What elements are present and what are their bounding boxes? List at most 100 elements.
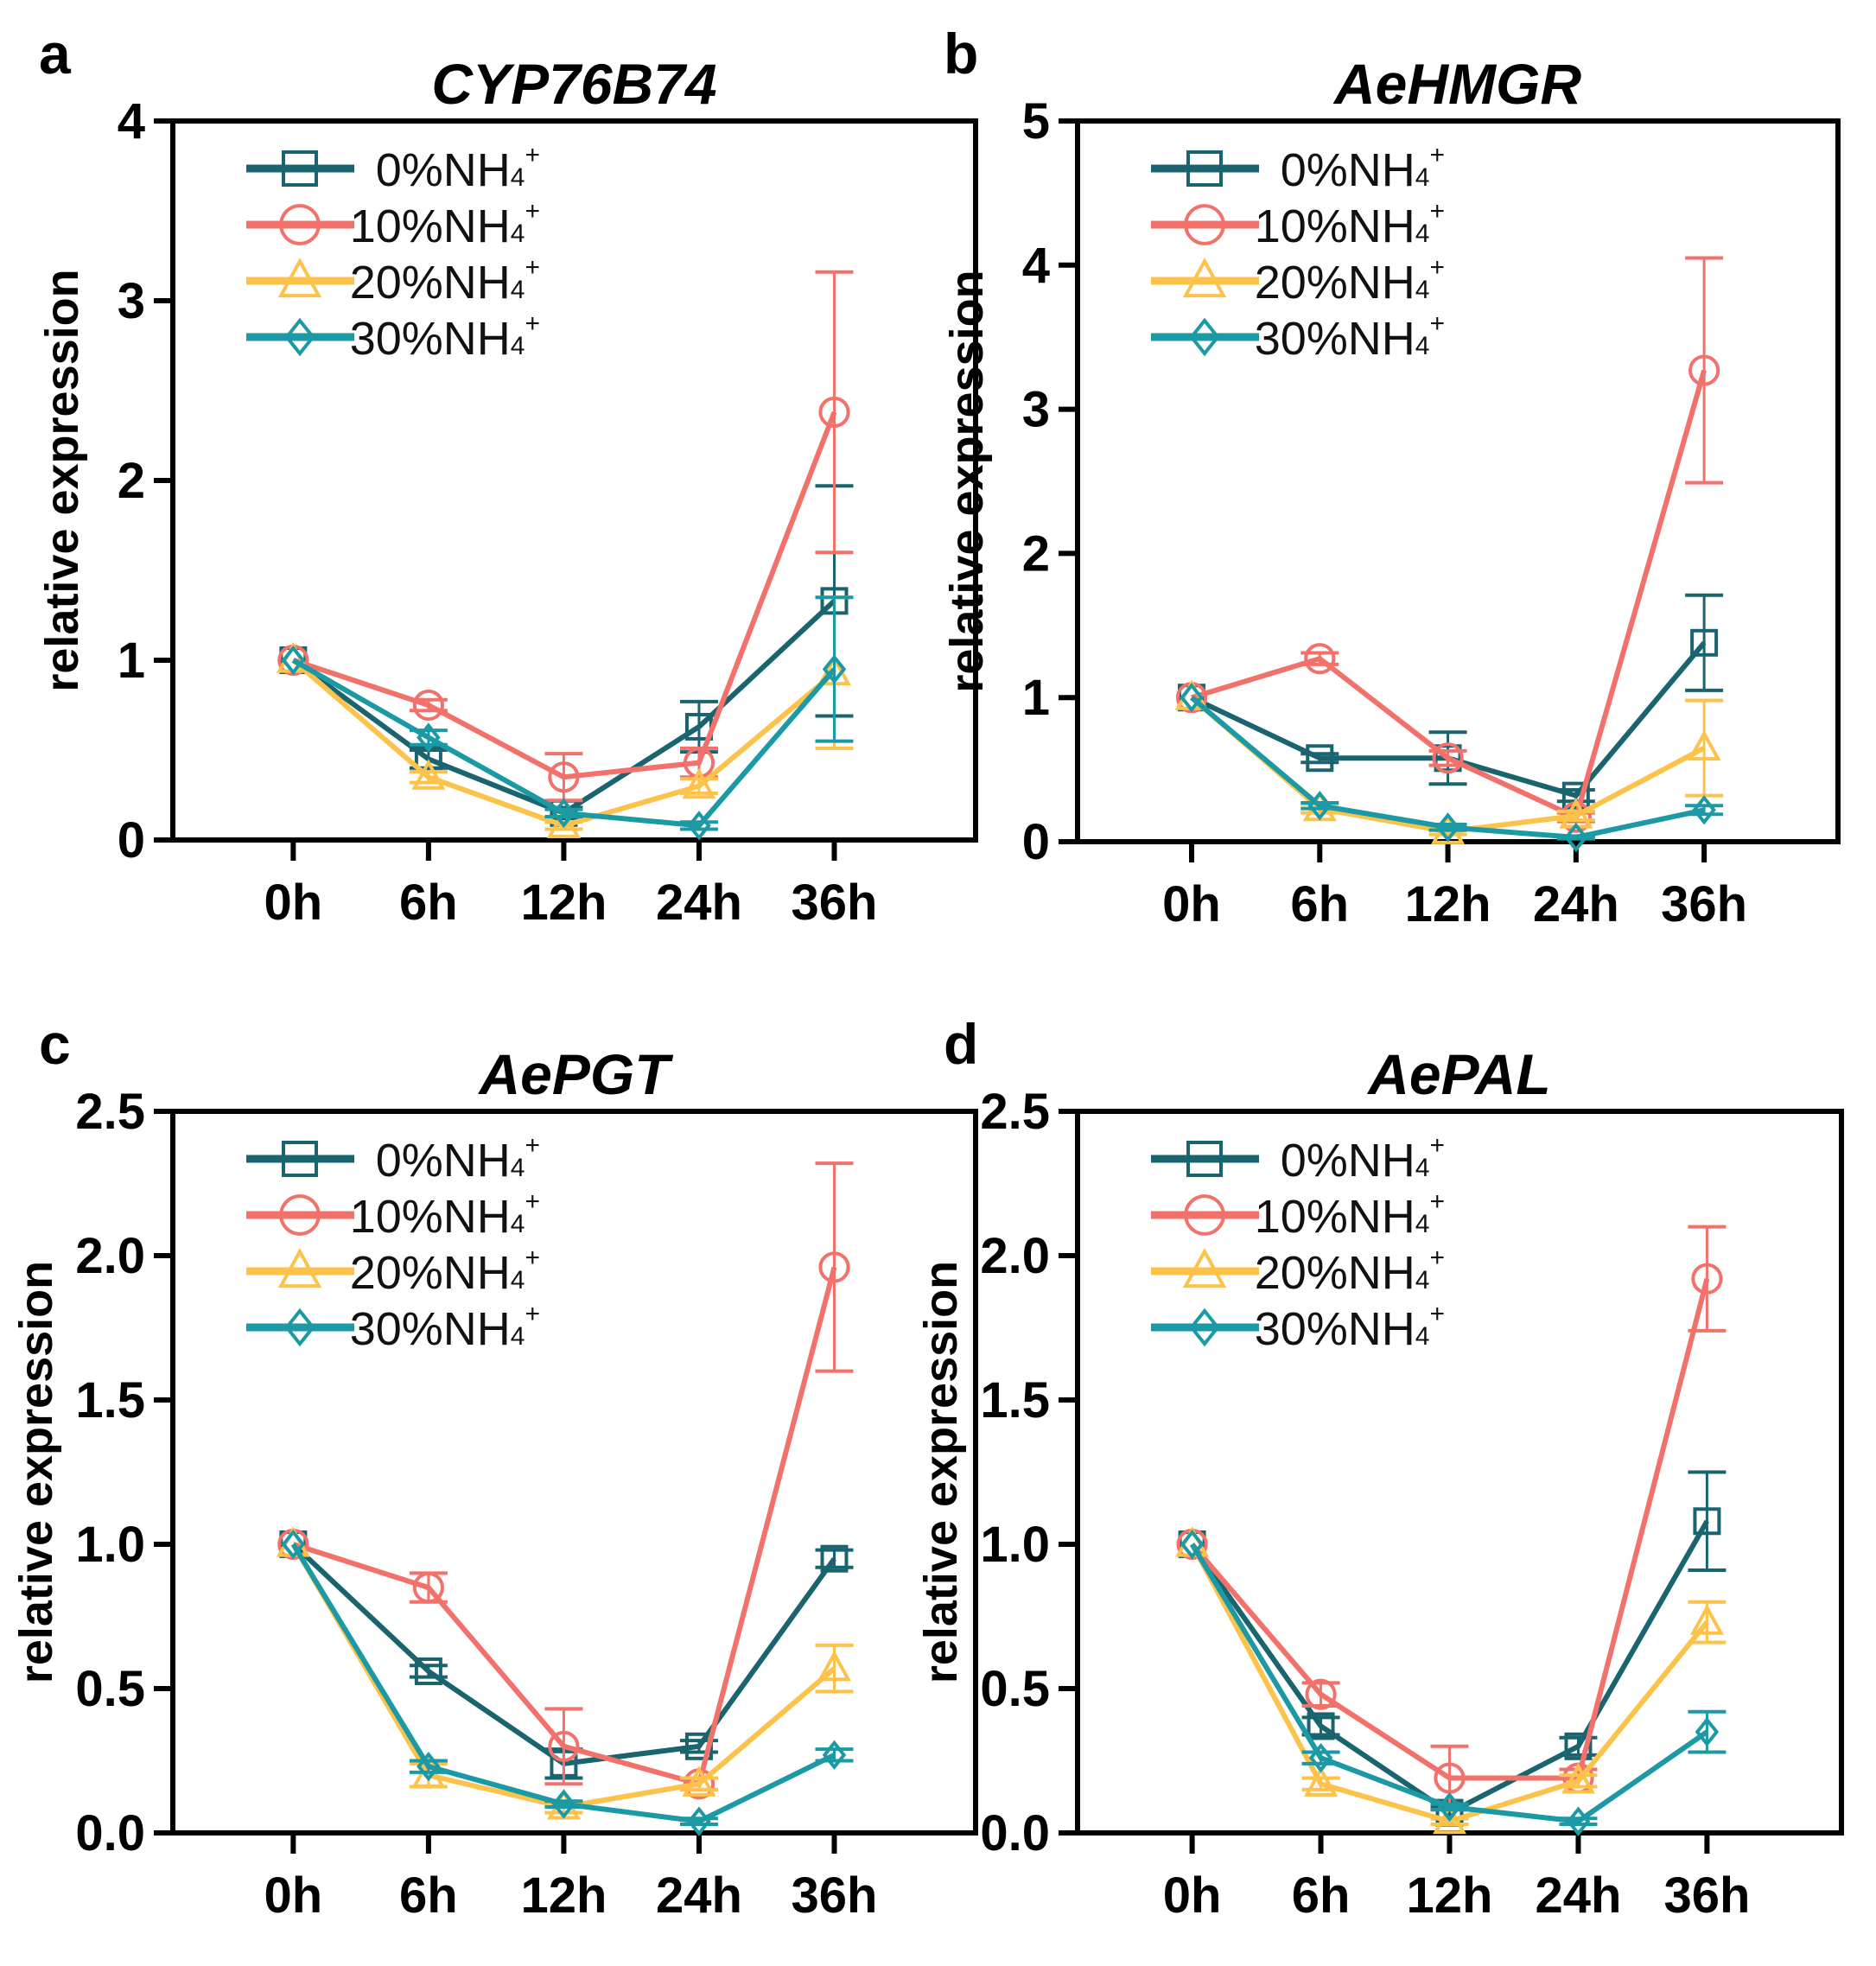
legend-marker-triangle	[1182, 1248, 1227, 1288]
x-tick-label: 0h	[1163, 1867, 1222, 1924]
panel-c: c AePGT 0.0 0.5 1.0 1.5 2.0 2.5 0h 6h 12h 24h 36h rel…	[10, 1012, 978, 1924]
data-point-diamond	[1692, 795, 1716, 825]
y-tick-label: 0.5	[75, 1661, 145, 1717]
legend-label: 20%NH4+	[350, 1244, 540, 1299]
series-30NH4	[1180, 682, 1724, 853]
legend-marker-circle	[1184, 204, 1225, 245]
legend: 0%NH4+10%NH4+20%NH4+30%NH4+	[246, 141, 540, 365]
legend-label: 10%NH4+	[350, 197, 540, 252]
data-point-diamond	[1566, 1806, 1591, 1836]
y-tick-label: 1.0	[980, 1517, 1050, 1573]
y-tick-label: 1.5	[980, 1372, 1050, 1428]
data-point-square	[1690, 628, 1719, 657]
legend-marker-diamond	[284, 1307, 315, 1347]
data-point-diamond	[1180, 1529, 1205, 1560]
y-tick-label: 2	[1022, 525, 1050, 582]
y-tick-label: 1.5	[75, 1372, 145, 1428]
panel-a: a CYP76B74 0 1 2 3 4 0h 6h 12h 24h 36h relative expr…	[36, 22, 978, 931]
y-tick-label: 4	[1022, 238, 1050, 294]
legend-label: 10%NH4+	[350, 1187, 540, 1243]
data-point-diamond	[822, 654, 847, 684]
x-tick-label: 36h	[1663, 1867, 1750, 1924]
x-tick-label: 12h	[1405, 876, 1491, 932]
x-tick-label: 0h	[264, 1867, 323, 1924]
data-point-triangle	[1304, 1766, 1339, 1797]
x-tick-label: 0h	[264, 875, 323, 931]
y-tick-label: 5	[1022, 93, 1050, 150]
y-axis-label: relative expression	[915, 1261, 967, 1683]
data-point-square	[1307, 1712, 1335, 1740]
legend-label: 30%NH4+	[1255, 309, 1445, 365]
legend-marker-circle	[279, 1194, 321, 1236]
y-tick-label: 0.0	[75, 1805, 145, 1861]
plot-frame	[1075, 1109, 1844, 1836]
plot-frame	[170, 1109, 978, 1836]
panel-letter: b	[944, 22, 978, 86]
legend-marker-triangle	[1182, 258, 1227, 298]
series-30NH4	[281, 1529, 854, 1836]
data-point-circle	[548, 761, 580, 793]
legend-marker-triangle	[277, 258, 322, 298]
panel-letter: a	[39, 22, 72, 86]
y-tick-label: 3	[118, 273, 145, 329]
y-tick-label: 0.0	[980, 1805, 1050, 1861]
data-point-triangle	[546, 807, 581, 838]
x-tick-label: 6h	[399, 1867, 458, 1924]
data-point-diamond	[1180, 682, 1204, 713]
legend-label: 30%NH4+	[1255, 1300, 1445, 1355]
data-point-circle	[683, 747, 715, 779]
y-tick-label: 2.5	[75, 1084, 145, 1140]
data-point-circle	[1691, 1263, 1723, 1295]
x-tick-label: 36h	[1661, 876, 1747, 932]
panel-b: b AeHMGR 0 1 2 3 4 5 0h 6h 12h 24h 36h relative expre…	[941, 22, 1841, 932]
legend-label: 30%NH4+	[350, 1300, 540, 1355]
y-tick-label: 1.0	[75, 1517, 145, 1573]
y-axis-label: relative expression	[36, 269, 88, 691]
plot-frame	[170, 118, 978, 843]
x-tick-label: 24h	[1533, 876, 1619, 932]
legend-label: 10%NH4+	[1255, 1187, 1445, 1243]
data-point-triangle	[1689, 1604, 1724, 1635]
x-tick-label: 0h	[1162, 876, 1221, 932]
panel-d: d AePAL 0.0 0.5 1.0 1.5 2.0 2.5 0h 6h 12h 24h 36h rel…	[915, 1012, 1844, 1924]
series-0NH4	[1178, 593, 1724, 810]
data-point-circle	[1688, 354, 1720, 386]
legend-label: 0%NH4+	[1281, 1131, 1445, 1187]
series-30NH4	[281, 595, 854, 841]
series-20NH4	[1175, 1526, 1727, 1835]
legend-label: 0%NH4+	[1281, 141, 1445, 196]
legend: 0%NH4+10%NH4+20%NH4+30%NH4+	[1151, 141, 1445, 365]
x-tick-label: 36h	[792, 1867, 878, 1924]
legend-marker-diamond	[1189, 1307, 1220, 1347]
x-tick-label: 24h	[1535, 1867, 1621, 1924]
x-tick-label: 6h	[1290, 876, 1349, 932]
legend-label: 20%NH4+	[1255, 253, 1445, 309]
x-tick-label: 12h	[1407, 1867, 1493, 1924]
y-tick-label: 1	[1022, 670, 1050, 726]
y-tick-label: 1	[118, 633, 145, 689]
data-point-diamond	[417, 722, 441, 753]
x-tick-label: 12h	[520, 875, 607, 931]
data-point-triangle	[682, 767, 716, 799]
y-axis-label: relative expression	[941, 270, 993, 692]
data-point-circle	[1434, 1762, 1466, 1794]
y-tick-label: 0.5	[980, 1661, 1050, 1717]
x-tick-label: 6h	[399, 875, 458, 931]
data-point-triangle	[1687, 729, 1721, 761]
y-tick-label: 2	[118, 453, 145, 509]
panel-letter: c	[39, 1012, 71, 1076]
data-point-diamond	[551, 798, 576, 829]
data-point-circle	[818, 1251, 850, 1283]
legend-label: 10%NH4+	[1255, 197, 1445, 252]
data-point-diamond	[1695, 1716, 1720, 1747]
legend-label: 0%NH4+	[376, 1131, 540, 1187]
data-point-square	[1564, 1732, 1593, 1760]
series-30NH4	[1180, 1529, 1727, 1836]
data-point-diamond	[1435, 812, 1460, 843]
data-point-square	[1693, 1507, 1721, 1536]
legend-marker-square	[1186, 150, 1223, 187]
data-point-triangle	[817, 1650, 851, 1682]
y-tick-label: 4	[118, 93, 145, 150]
x-tick-label: 12h	[520, 1867, 607, 1924]
data-point-diamond	[1564, 822, 1588, 853]
